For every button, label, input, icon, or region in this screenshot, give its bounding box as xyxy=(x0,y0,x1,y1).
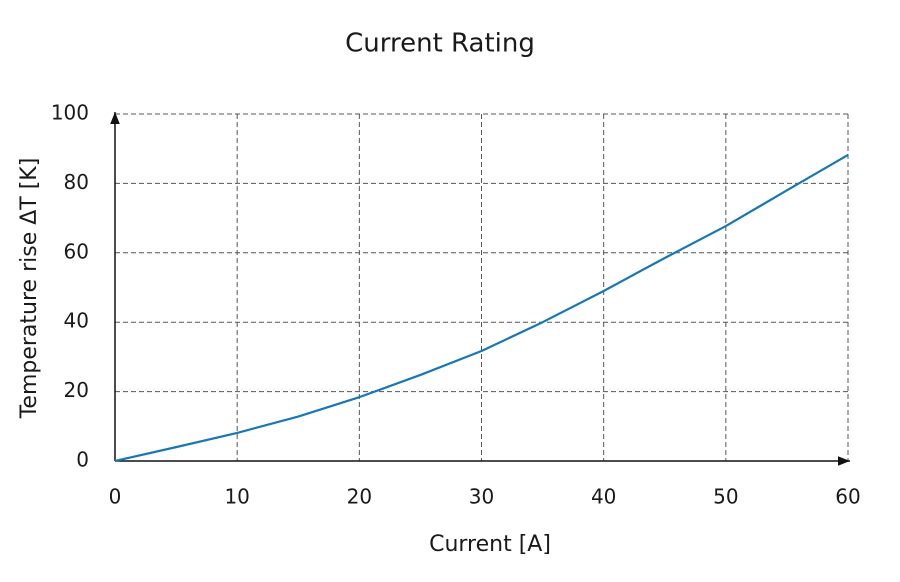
data-line xyxy=(114,153,849,463)
y-tick-label: 100 xyxy=(51,101,89,125)
y-axis-label: Temperature rise ΔT [K] xyxy=(17,158,42,420)
grid xyxy=(114,113,849,462)
y-tick-label: 40 xyxy=(64,309,89,333)
y-tick-label: 80 xyxy=(64,170,89,194)
chart-title: Current Rating xyxy=(345,29,535,59)
y-tick-label: 0 xyxy=(76,448,89,472)
x-tick-label: 10 xyxy=(224,485,249,509)
y-tick-label: 20 xyxy=(64,378,89,402)
x-tick-label: 50 xyxy=(713,485,738,509)
x-tick-label: 20 xyxy=(347,485,372,509)
x-axis-label: Current [A] xyxy=(429,532,551,557)
x-tick-label: 60 xyxy=(835,485,860,509)
y-tick-label: 60 xyxy=(64,239,89,263)
x-tick-label: 30 xyxy=(469,485,494,509)
x-tick-label: 0 xyxy=(109,485,122,509)
x-tick-label: 40 xyxy=(591,485,616,509)
